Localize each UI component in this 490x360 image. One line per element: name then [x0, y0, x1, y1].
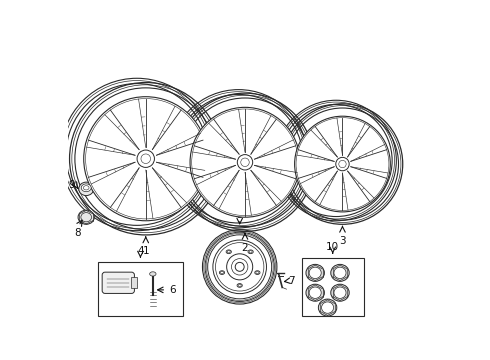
- Ellipse shape: [79, 182, 94, 195]
- Text: 5: 5: [236, 211, 243, 220]
- Text: 4: 4: [137, 246, 144, 256]
- FancyBboxPatch shape: [102, 272, 134, 293]
- Text: 8: 8: [74, 228, 81, 238]
- Ellipse shape: [248, 250, 253, 254]
- Ellipse shape: [336, 157, 349, 171]
- Text: 10: 10: [326, 242, 339, 252]
- Ellipse shape: [321, 302, 334, 313]
- Ellipse shape: [149, 272, 156, 276]
- Text: 2: 2: [242, 243, 248, 253]
- Ellipse shape: [190, 107, 300, 217]
- Ellipse shape: [306, 264, 324, 282]
- Ellipse shape: [137, 150, 154, 167]
- Ellipse shape: [334, 267, 346, 279]
- Text: 1: 1: [143, 246, 149, 256]
- Ellipse shape: [306, 284, 324, 301]
- Text: 6: 6: [169, 285, 175, 295]
- Ellipse shape: [78, 210, 95, 224]
- Ellipse shape: [309, 267, 321, 279]
- Text: 9: 9: [68, 180, 75, 190]
- Ellipse shape: [81, 184, 91, 192]
- Ellipse shape: [237, 284, 242, 287]
- Ellipse shape: [294, 116, 391, 212]
- Text: 7: 7: [289, 276, 295, 286]
- Ellipse shape: [334, 287, 346, 298]
- Ellipse shape: [331, 284, 349, 301]
- Ellipse shape: [237, 154, 253, 170]
- Ellipse shape: [84, 97, 208, 221]
- FancyBboxPatch shape: [131, 278, 137, 288]
- Ellipse shape: [220, 271, 224, 274]
- Text: 3: 3: [339, 236, 346, 246]
- Ellipse shape: [331, 264, 349, 282]
- Ellipse shape: [318, 299, 337, 316]
- Ellipse shape: [309, 287, 321, 298]
- Ellipse shape: [255, 271, 260, 274]
- Ellipse shape: [226, 250, 231, 254]
